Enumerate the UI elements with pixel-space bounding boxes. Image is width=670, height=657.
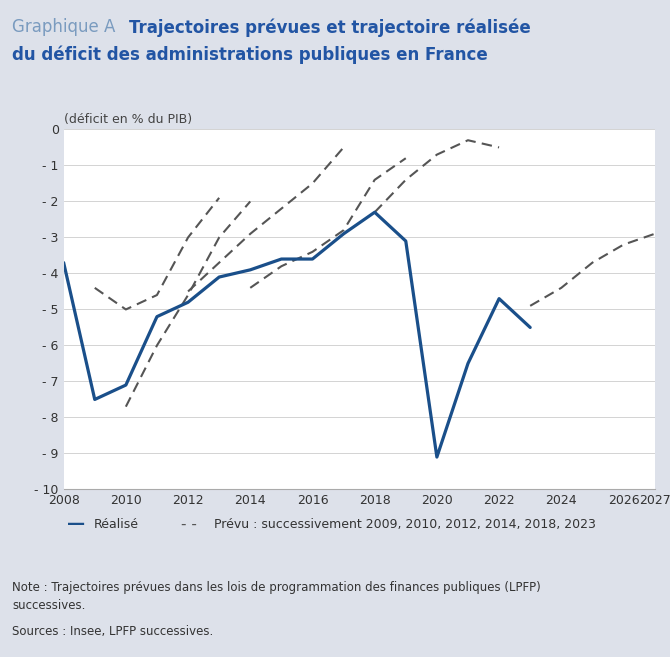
- Text: - -: - -: [181, 517, 197, 532]
- Text: —: —: [67, 515, 85, 533]
- Text: Prévu : successivement 2009, 2010, 2012, 2014, 2018, 2023: Prévu : successivement 2009, 2010, 2012,…: [214, 518, 596, 531]
- Text: Réalisé: Réalisé: [94, 518, 139, 531]
- Text: (déficit en % du PIB): (déficit en % du PIB): [64, 113, 192, 126]
- Text: Note : Trajectoires prévues dans les lois de programmation des finances publique: Note : Trajectoires prévues dans les loi…: [12, 581, 541, 612]
- Text: du déficit des administrations publiques en France: du déficit des administrations publiques…: [12, 46, 488, 64]
- Text: Sources : Insee, LPFP successives.: Sources : Insee, LPFP successives.: [12, 625, 213, 639]
- Text: Graphique A: Graphique A: [12, 18, 115, 36]
- Text: Trajectoires prévues et trajectoire réalisée: Trajectoires prévues et trajectoire réal…: [129, 18, 531, 37]
